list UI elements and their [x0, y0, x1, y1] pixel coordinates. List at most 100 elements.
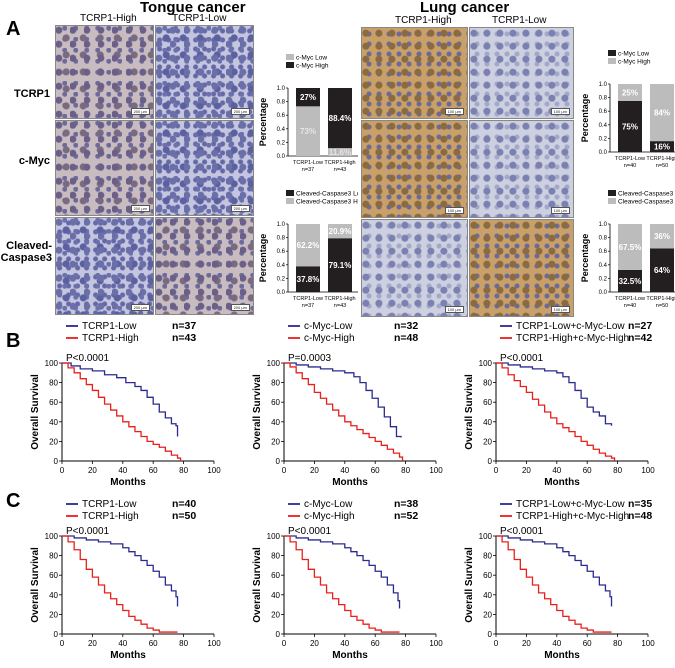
scale-bar: 100 μm: [550, 108, 570, 115]
legend-swatch: [286, 190, 294, 196]
legend-n: n=37: [172, 320, 196, 332]
legend-label: Cleaved-Caspase3 High: [296, 199, 358, 206]
x-axis-label: Months: [544, 650, 580, 661]
x-tick-label: 100: [429, 466, 443, 475]
legend-n: n=52: [394, 510, 418, 522]
legend-n: n=50: [172, 510, 196, 522]
legend-n: n=35: [628, 498, 652, 510]
x-tick-label: 80: [613, 466, 622, 475]
x-tick-label: 0: [494, 466, 499, 475]
legend-n: n=43: [172, 332, 196, 344]
survival-curve-blue: [284, 535, 401, 609]
legend-label: c-Myc-Low: [304, 499, 353, 510]
km-plot-c3: TCRP1-Low+c-Myc-Low n=35TCRP1-High+c-Myc-…: [464, 498, 655, 661]
scale-bar: 100 μm: [444, 108, 464, 115]
y-tick-label: 0: [276, 630, 281, 639]
panel-letter-c: C: [6, 490, 21, 512]
y-tick-label: 0: [276, 457, 281, 466]
legend-label: c-Myc-Low: [304, 321, 353, 332]
lung-col-high: TCRP1-High: [395, 15, 452, 26]
y-axis-label: Overall Survival: [30, 374, 41, 450]
tongue-col-high: TCRP1-High: [80, 13, 137, 24]
y-tick-label: 0.8: [599, 96, 608, 102]
x-tick-label: 40: [118, 466, 127, 475]
y-tick-label: 60: [271, 571, 280, 580]
row-label-cleaved-caspase3: Cleaved- Caspase3: [0, 240, 52, 264]
row-label-cmyc: c-Myc: [18, 155, 50, 167]
x-tick-label: 100: [207, 639, 221, 648]
x-category-label: TCRP1-High: [646, 296, 675, 302]
y-tick-label: 0.0: [599, 150, 608, 156]
tongue-cancer-title: Tongue cancer: [140, 0, 246, 16]
bar-bottom: [328, 238, 352, 292]
row-label-tcrp1: TCRP1: [13, 88, 50, 100]
y-tick-label: 40: [49, 418, 58, 427]
legend-label: c-Myc-High: [304, 333, 355, 344]
x-category-n: n=37: [302, 167, 314, 173]
micrograph-lung-tcrp1-high: 100 μm: [361, 27, 468, 119]
y-tick-label: 1.0: [277, 222, 286, 228]
x-category-label: TCRP1-Low: [293, 296, 323, 302]
bar-bottom-label: 73%: [300, 127, 316, 136]
bar-bottom: [650, 248, 674, 292]
y-tick-label: 0.4: [277, 127, 286, 133]
x-category-label: TCRP1-Low: [615, 156, 645, 162]
survival-curve-red: [62, 362, 182, 461]
y-tick-label: 1.0: [277, 86, 286, 92]
p-value: P<0.0001: [66, 353, 110, 364]
legend-swatch: [286, 198, 294, 204]
x-tick-label: 0: [60, 466, 65, 475]
p-value: P<0.0001: [288, 526, 332, 537]
legend-label: c-Myc Low: [618, 51, 649, 58]
x-tick-label: 60: [371, 466, 380, 475]
legend-label: c-Myc Low: [296, 55, 327, 62]
legend-label: TCRP1-High+c-Myc-High: [516, 333, 629, 344]
p-value: P<0.0001: [500, 526, 544, 537]
bar-top-label: 25%: [622, 89, 638, 98]
x-tick-label: 100: [641, 639, 655, 648]
survival-curve-red: [284, 362, 404, 461]
y-tick-label: 60: [271, 398, 280, 407]
y-tick-label: 100: [267, 532, 281, 541]
bar-top: [296, 88, 320, 107]
y-axis-label: Percentage: [258, 234, 268, 283]
bar-top: [328, 224, 352, 239]
y-tick-label: 100: [45, 532, 59, 541]
y-tick-label: 0.2: [277, 276, 286, 282]
y-tick-label: 80: [271, 379, 280, 388]
scale-bar: 100 μm: [550, 207, 570, 214]
legend-label: TCRP1-Low+c-Myc-Low: [516, 321, 625, 332]
legend-label: c-Myc High: [618, 59, 651, 66]
x-tick-label: 80: [401, 639, 410, 648]
y-tick-label: 0.6: [277, 113, 286, 119]
x-tick-label: 0: [282, 639, 287, 648]
y-tick-label: 20: [271, 610, 280, 619]
bar-bottom-label: 64%: [654, 266, 670, 275]
survival-curve-red: [62, 535, 178, 633]
x-tick-label: 20: [88, 466, 97, 475]
km-plot-b1: TCRP1-Low n=37 TCRP1-High n=43 P<0.0001 00 20 2…: [30, 320, 221, 488]
x-tick-label: 60: [149, 639, 158, 648]
survival-curve-blue: [284, 362, 402, 438]
y-tick-label: 20: [483, 437, 492, 446]
y-tick-label: 0.4: [599, 263, 608, 269]
scale-bar: 200 μm: [230, 108, 250, 115]
micrograph-lung-cmyc-high: 100 μm: [361, 120, 468, 218]
y-tick-label: 0.2: [599, 276, 608, 282]
micrograph-lung-cmyc-low: 100 μm: [469, 120, 574, 218]
micrograph-tongue-cmyc-low: 200 μm: [155, 120, 254, 216]
x-tick-label: 60: [583, 639, 592, 648]
x-tick-label: 60: [149, 466, 158, 475]
bar-chart-lung-caspase3: Cleaved-Caspase3 LowCleaved-Caspase3 Hig…: [580, 190, 675, 309]
survival-curve-blue: [496, 362, 613, 426]
scale-bar: 200 μm: [130, 304, 150, 311]
p-value: P<0.0001: [500, 353, 544, 364]
x-axis-label: Months: [110, 477, 146, 488]
micrograph-lung-casp-high: 100 μm: [361, 219, 468, 317]
bar-top: [618, 84, 642, 101]
bar-bottom-label: 32.5%: [619, 277, 642, 286]
x-axis-label: Months: [544, 477, 580, 488]
x-axis-label: Months: [110, 650, 146, 661]
x-tick-label: 60: [583, 466, 592, 475]
legend-label: TCRP1-High: [82, 511, 139, 522]
